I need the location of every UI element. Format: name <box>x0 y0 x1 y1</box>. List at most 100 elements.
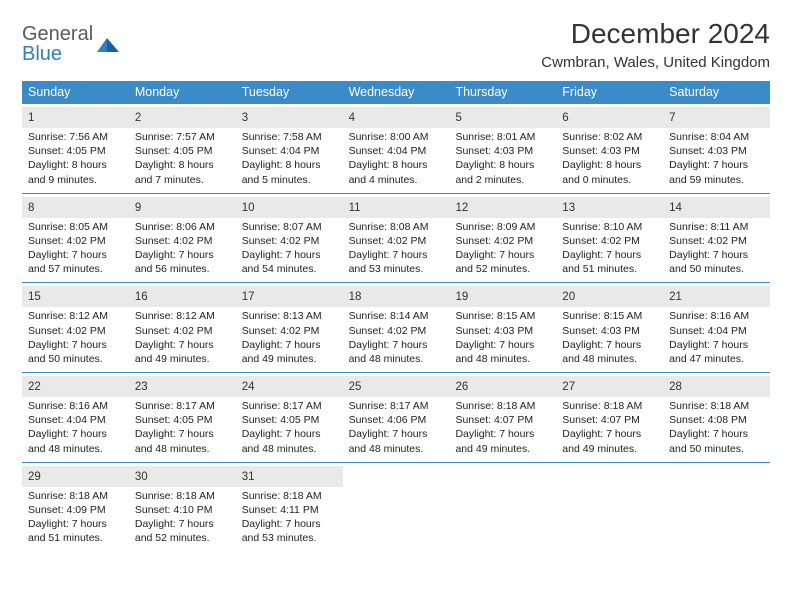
sunrise-text: Sunrise: 8:12 AM <box>28 309 123 323</box>
day-number: 25 <box>349 381 362 393</box>
day-cell: 19Sunrise: 8:15 AMSunset: 4:03 PMDayligh… <box>449 283 556 372</box>
sunset-text: Sunset: 4:02 PM <box>242 234 337 248</box>
sunset-text: Sunset: 4:04 PM <box>242 144 337 158</box>
week-row: 29Sunrise: 8:18 AMSunset: 4:09 PMDayligh… <box>22 463 770 552</box>
sunrise-text: Sunrise: 8:15 AM <box>455 309 550 323</box>
day-cell: 7Sunrise: 8:04 AMSunset: 4:03 PMDaylight… <box>663 104 770 193</box>
title-block: December 2024 Cwmbran, Wales, United Kin… <box>541 18 770 71</box>
sunset-text: Sunset: 4:02 PM <box>135 234 230 248</box>
day-number: 30 <box>135 471 148 483</box>
sunrise-text: Sunrise: 8:17 AM <box>349 399 444 413</box>
day-cell: 29Sunrise: 8:18 AMSunset: 4:09 PMDayligh… <box>22 463 129 552</box>
sunset-text: Sunset: 4:03 PM <box>562 324 657 338</box>
sunset-text: Sunset: 4:05 PM <box>135 413 230 427</box>
calendar-page: General Blue December 2024 Cwmbran, Wale… <box>0 0 792 561</box>
daylight-text: Daylight: 8 hours <box>242 158 337 172</box>
weekday-header: Monday <box>129 81 236 104</box>
daylight-text: Daylight: 7 hours <box>562 338 657 352</box>
daylight-text: Daylight: 7 hours <box>669 338 764 352</box>
daylight-text: and 49 minutes. <box>562 442 657 456</box>
daylight-text: and 51 minutes. <box>562 262 657 276</box>
page-subtitle: Cwmbran, Wales, United Kingdom <box>541 54 770 71</box>
daylight-text: and 56 minutes. <box>135 262 230 276</box>
daylight-text: and 50 minutes. <box>669 442 764 456</box>
day-number: 18 <box>349 291 362 303</box>
day-number: 24 <box>242 381 255 393</box>
day-number-bar: 20 <box>556 286 663 307</box>
daylight-text: and 52 minutes. <box>135 531 230 545</box>
daylight-text: Daylight: 7 hours <box>669 158 764 172</box>
logo-mark-icon <box>97 38 107 52</box>
day-cell: 20Sunrise: 8:15 AMSunset: 4:03 PMDayligh… <box>556 283 663 372</box>
daylight-text: Daylight: 7 hours <box>135 248 230 262</box>
daylight-text: and 59 minutes. <box>669 173 764 187</box>
daylight-text: Daylight: 7 hours <box>28 427 123 441</box>
weekday-header: Thursday <box>449 81 556 104</box>
day-number: 4 <box>349 112 355 124</box>
day-number-bar: 5 <box>449 107 556 128</box>
day-cell: 4Sunrise: 8:00 AMSunset: 4:04 PMDaylight… <box>343 104 450 193</box>
daylight-text: and 51 minutes. <box>28 531 123 545</box>
sunset-text: Sunset: 4:02 PM <box>349 234 444 248</box>
day-number-bar: 8 <box>22 197 129 218</box>
day-number-bar: 31 <box>236 466 343 487</box>
daylight-text: and 48 minutes. <box>349 352 444 366</box>
day-cell: 5Sunrise: 8:01 AMSunset: 4:03 PMDaylight… <box>449 104 556 193</box>
sunset-text: Sunset: 4:02 PM <box>349 324 444 338</box>
daylight-text: and 2 minutes. <box>455 173 550 187</box>
day-number-bar: 23 <box>129 376 236 397</box>
sunrise-text: Sunrise: 8:07 AM <box>242 220 337 234</box>
day-number-bar: 9 <box>129 197 236 218</box>
day-number-bar: 24 <box>236 376 343 397</box>
day-cell: 28Sunrise: 8:18 AMSunset: 4:08 PMDayligh… <box>663 373 770 462</box>
daylight-text: Daylight: 7 hours <box>562 248 657 262</box>
sunrise-text: Sunrise: 7:58 AM <box>242 130 337 144</box>
sunrise-text: Sunrise: 8:06 AM <box>135 220 230 234</box>
day-cell-empty <box>663 463 770 552</box>
day-number-bar: 7 <box>663 107 770 128</box>
week-row: 1Sunrise: 7:56 AMSunset: 4:05 PMDaylight… <box>22 104 770 194</box>
daylight-text: Daylight: 7 hours <box>242 338 337 352</box>
sunrise-text: Sunrise: 8:18 AM <box>562 399 657 413</box>
daylight-text: and 7 minutes. <box>135 173 230 187</box>
topbar: General Blue December 2024 Cwmbran, Wale… <box>22 18 770 71</box>
day-cell: 21Sunrise: 8:16 AMSunset: 4:04 PMDayligh… <box>663 283 770 372</box>
day-number: 29 <box>28 471 41 483</box>
sunrise-text: Sunrise: 8:18 AM <box>28 489 123 503</box>
daylight-text: Daylight: 7 hours <box>669 427 764 441</box>
daylight-text: Daylight: 8 hours <box>135 158 230 172</box>
daylight-text: Daylight: 7 hours <box>135 338 230 352</box>
daylight-text: and 47 minutes. <box>669 352 764 366</box>
day-number: 1 <box>28 112 34 124</box>
day-number-bar: 14 <box>663 197 770 218</box>
day-cell: 17Sunrise: 8:13 AMSunset: 4:02 PMDayligh… <box>236 283 343 372</box>
sunrise-text: Sunrise: 8:04 AM <box>669 130 764 144</box>
daylight-text: Daylight: 7 hours <box>28 517 123 531</box>
sunset-text: Sunset: 4:06 PM <box>349 413 444 427</box>
day-number: 10 <box>242 202 255 214</box>
day-number-bar: 18 <box>343 286 450 307</box>
daylight-text: and 5 minutes. <box>242 173 337 187</box>
sunrise-text: Sunrise: 8:17 AM <box>242 399 337 413</box>
day-cell: 25Sunrise: 8:17 AMSunset: 4:06 PMDayligh… <box>343 373 450 462</box>
day-cell: 2Sunrise: 7:57 AMSunset: 4:05 PMDaylight… <box>129 104 236 193</box>
sunrise-text: Sunrise: 7:57 AM <box>135 130 230 144</box>
day-number: 5 <box>455 112 461 124</box>
day-number-bar: 1 <box>22 107 129 128</box>
daylight-text: Daylight: 7 hours <box>242 517 337 531</box>
sunrise-text: Sunrise: 8:02 AM <box>562 130 657 144</box>
day-cell: 26Sunrise: 8:18 AMSunset: 4:07 PMDayligh… <box>449 373 556 462</box>
day-number-bar: 6 <box>556 107 663 128</box>
day-cell-empty <box>556 463 663 552</box>
daylight-text: Daylight: 7 hours <box>669 248 764 262</box>
day-number-bar: 30 <box>129 466 236 487</box>
sunset-text: Sunset: 4:02 PM <box>135 324 230 338</box>
day-cell: 14Sunrise: 8:11 AMSunset: 4:02 PMDayligh… <box>663 194 770 283</box>
logo-text: General Blue <box>22 24 93 64</box>
sunset-text: Sunset: 4:03 PM <box>562 144 657 158</box>
sunrise-text: Sunrise: 8:13 AM <box>242 309 337 323</box>
daylight-text: Daylight: 7 hours <box>562 427 657 441</box>
day-number-bar: 27 <box>556 376 663 397</box>
sunset-text: Sunset: 4:05 PM <box>28 144 123 158</box>
daylight-text: and 48 minutes. <box>28 442 123 456</box>
